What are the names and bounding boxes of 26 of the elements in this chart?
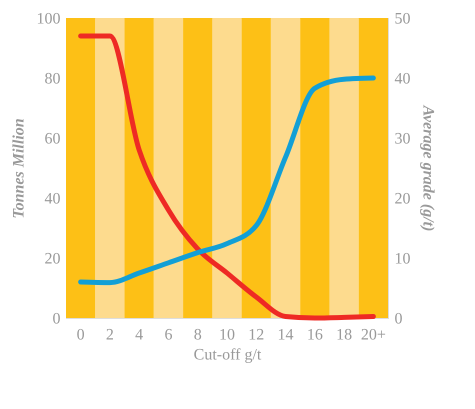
y-tick-label: 80 bbox=[44, 70, 60, 88]
y2-tick-label: 50 bbox=[394, 10, 410, 28]
x-tick-label: 12 bbox=[248, 326, 264, 344]
y2-axis-title: Average grade (g/t) bbox=[420, 104, 436, 232]
x-tick-label: 14 bbox=[278, 326, 294, 344]
y-tick-label: 0 bbox=[52, 310, 60, 328]
y-tick-label: 40 bbox=[44, 190, 60, 208]
y2-tick-label: 40 bbox=[394, 70, 410, 88]
y-tick-label: 60 bbox=[44, 130, 60, 148]
x-tick-label: 4 bbox=[135, 326, 144, 344]
x-axis-title: Cut-off g/t bbox=[194, 346, 262, 364]
y-axis-title: Tonnes Million bbox=[10, 118, 28, 219]
x-tick-label: 20+ bbox=[360, 326, 386, 344]
x-tick-label: 18 bbox=[336, 326, 352, 344]
x-tick-label: 2 bbox=[106, 326, 114, 344]
y2-tick-label: 30 bbox=[394, 130, 410, 148]
y2-tick-label: 20 bbox=[394, 190, 410, 208]
y-tick-label: 20 bbox=[44, 250, 60, 268]
x-tick-label: 6 bbox=[164, 326, 172, 344]
x-tick-label: 8 bbox=[194, 326, 202, 344]
x-tick-label: 10 bbox=[219, 326, 235, 344]
y-tick-label: 100 bbox=[36, 10, 60, 28]
x-tick-label: 0 bbox=[76, 326, 85, 344]
y2-tick-label: 10 bbox=[394, 250, 410, 268]
y2-tick-label: 0 bbox=[394, 310, 402, 328]
x-tick-label: 16 bbox=[306, 326, 323, 344]
